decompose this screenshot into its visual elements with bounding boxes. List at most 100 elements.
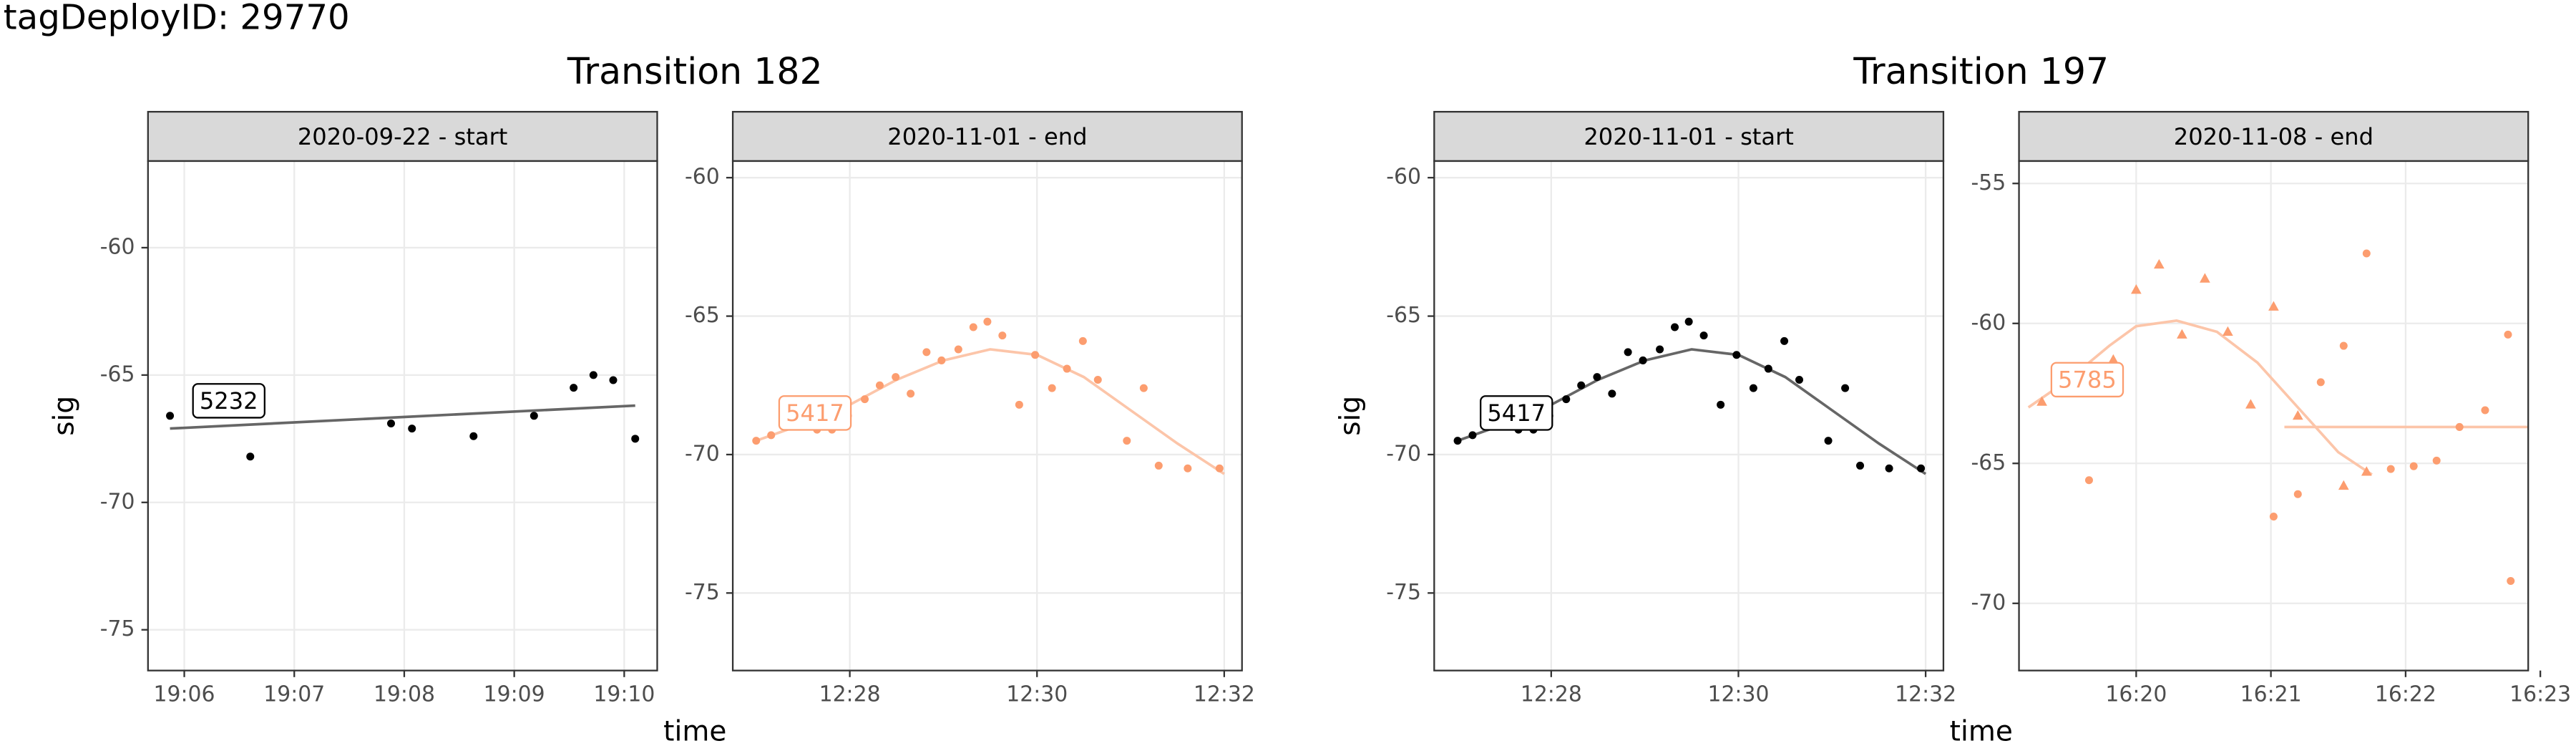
point [2036, 396, 2047, 406]
point [631, 435, 640, 443]
point [892, 373, 900, 382]
series-label: 5232 [192, 383, 265, 419]
series-label: 5417 [778, 395, 852, 431]
point [1215, 464, 1224, 472]
point [1841, 384, 1850, 392]
fit-line [170, 404, 635, 430]
point [2338, 480, 2349, 490]
strip-label: 2020-11-08 - end [2174, 123, 2373, 150]
point [2154, 258, 2165, 269]
point [1684, 317, 1693, 326]
y-tick-label: -75 [1386, 580, 1421, 605]
point [2131, 284, 2142, 294]
point [2481, 406, 2489, 415]
y-tick-label: -70 [1971, 590, 2006, 615]
strip-label: 2020-11-01 - end [887, 123, 1087, 150]
y-axis-title: sig [1335, 396, 1367, 436]
x-tick-label: 19:06 [154, 682, 215, 707]
x-tick-label: 12:30 [1006, 682, 1068, 707]
point [2245, 399, 2256, 409]
x-tick-label: 12:32 [1194, 682, 1255, 707]
y-tick-label: -65 [1971, 450, 2006, 475]
y-tick-label: -60 [100, 234, 135, 259]
point [530, 412, 538, 420]
x-tick-label: 16:23 [2509, 682, 2571, 707]
plot-border [147, 160, 658, 672]
point [2361, 466, 2372, 476]
point [570, 384, 578, 392]
x-tick-label: 19:09 [484, 682, 545, 707]
point [2339, 341, 2348, 350]
label-box [192, 383, 265, 419]
point [2292, 410, 2303, 420]
point [907, 389, 915, 398]
point [469, 432, 478, 440]
plot-border [2018, 160, 2529, 672]
y-tick-label: -70 [685, 441, 720, 466]
label-text: 5785 [2058, 366, 2117, 393]
point [1577, 381, 1586, 389]
label-box [1480, 395, 1553, 431]
point [2177, 329, 2187, 339]
point [1639, 356, 1647, 364]
x-tick-label: 12:28 [1521, 682, 1582, 707]
y-tick-label: -65 [1386, 303, 1421, 328]
point [246, 452, 255, 461]
x-tick-label: 19:08 [374, 682, 435, 707]
point [609, 376, 618, 384]
point [1749, 384, 1757, 392]
y-tick-label: -65 [100, 362, 135, 387]
point [1795, 376, 1804, 384]
x-tick-label: 16:20 [2105, 682, 2167, 707]
point [1093, 376, 1102, 384]
x-tick-label: 12:32 [1895, 682, 1956, 707]
point [2200, 273, 2210, 283]
label-text: 5417 [1487, 399, 1546, 427]
point [752, 437, 761, 445]
point [1608, 389, 1616, 398]
point [1717, 400, 1725, 409]
label-text: 5417 [786, 399, 844, 427]
point [1048, 384, 1056, 392]
point [2362, 249, 2371, 258]
point [166, 412, 175, 420]
point [2268, 301, 2279, 311]
x-tick-label: 12:28 [819, 682, 881, 707]
label-box [778, 395, 852, 431]
point [969, 323, 977, 331]
transition-title: Transition 182 [567, 50, 823, 92]
strip [1433, 110, 1945, 163]
point [2432, 456, 2441, 465]
plot-border [1433, 160, 1945, 672]
plot-background [2019, 160, 2529, 671]
point [767, 431, 776, 440]
point [2455, 422, 2464, 431]
y-tick-label: -75 [100, 616, 135, 641]
point [2507, 576, 2515, 586]
point [1031, 351, 1040, 359]
point [1656, 345, 1664, 354]
point [1562, 395, 1571, 404]
label-text: 5232 [200, 387, 258, 415]
plot-border [731, 160, 1243, 672]
point [1154, 461, 1163, 470]
y-tick-label: -70 [1386, 441, 1421, 466]
y-axis-title: sig [49, 396, 81, 436]
y-tick-label: -70 [100, 489, 135, 514]
point [1184, 464, 1192, 472]
strip [731, 110, 1243, 163]
point [2084, 476, 2093, 485]
point [1885, 464, 1893, 472]
y-tick-label: -60 [1971, 310, 2006, 335]
point [1139, 384, 1148, 392]
x-tick-label: 16:21 [2240, 682, 2302, 707]
label-box [2050, 362, 2124, 398]
point [1593, 373, 1601, 382]
point [1824, 437, 1833, 445]
x-axis-title: time [663, 715, 726, 747]
y-tick-label: -75 [685, 580, 720, 605]
y-tick-label: -60 [1386, 165, 1421, 190]
point [1123, 437, 1131, 445]
